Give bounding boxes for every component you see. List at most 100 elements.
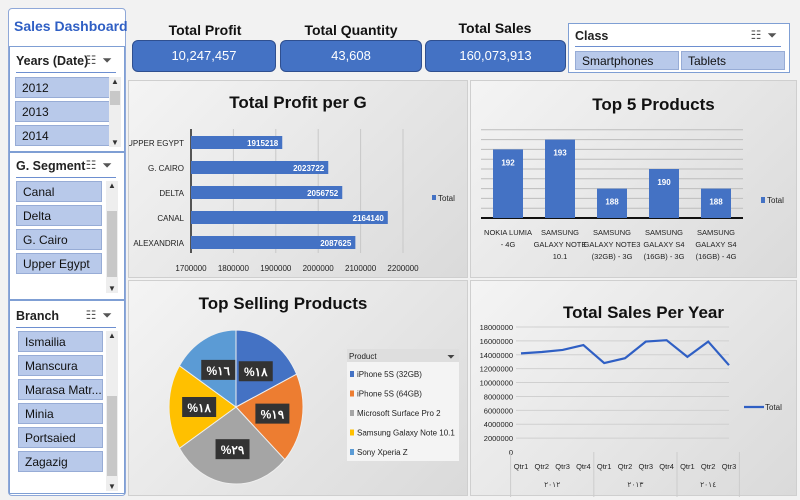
tick-label: 14000000 <box>480 351 513 360</box>
legend-label: Total <box>767 196 784 205</box>
category-label: DELTA <box>159 189 184 198</box>
slicer-branch: Branch ☷⏷ Ismailia Manscura Marasa Matr.… <box>9 300 125 494</box>
multi-select-icon[interactable]: ☷ <box>750 28 768 42</box>
category-label: SAMSUNG <box>697 228 735 237</box>
tick-label: 10000000 <box>480 379 513 388</box>
slicer-item[interactable]: 2013 <box>15 101 111 122</box>
category-label: GALAXY NOTE3 <box>584 240 641 249</box>
scroll-up-icon[interactable]: ▲ <box>108 181 116 190</box>
category-label: UPPER EGYPT <box>129 139 184 148</box>
slicer-title: G. Segment <box>16 159 86 173</box>
slicer-item[interactable]: Portsaied <box>18 427 103 448</box>
kpi-total-sales: 160,073,913 <box>425 40 566 72</box>
bar <box>701 188 731 218</box>
tick-label: 6000000 <box>484 406 513 415</box>
slicer-item[interactable]: Marasa Matr... <box>18 379 103 400</box>
tick-label: 2000000 <box>484 434 513 443</box>
legend-label: Microsoft Surface Pro 2 <box>357 409 441 418</box>
data-label: 2023722 <box>293 164 325 173</box>
slicer-item[interactable]: Upper Egypt <box>16 253 102 274</box>
multi-select-icon[interactable]: ☷ <box>85 53 103 67</box>
legend-swatch <box>432 195 436 200</box>
x-tick-label: Qtr2 <box>535 462 550 471</box>
scrollbar[interactable]: ▲ ▼ <box>106 181 118 293</box>
scroll-down-icon[interactable]: ▼ <box>108 482 116 491</box>
clear-filter-icon[interactable]: ⏷ <box>102 308 118 322</box>
category-label: (16GB) - 3G <box>644 252 685 261</box>
group-label: ٢٠١٢ <box>544 480 560 489</box>
category-label: GALAXY S4 <box>643 240 684 249</box>
slicer-item[interactable]: Manscura <box>18 355 103 376</box>
scroll-down-icon[interactable]: ▼ <box>111 138 119 147</box>
scroll-up-icon[interactable]: ▲ <box>111 77 119 86</box>
slicer-years: Years (Date) ☷⏷ 2012 2013 2014 ▲ ▼ <box>9 46 125 152</box>
slicer-item[interactable]: G. Cairo <box>16 229 102 250</box>
data-label-box <box>201 359 236 380</box>
chart-top-selling: Top Selling Products %١٨ %١٩ %٢٩ %١٨ %١٦ Prod… <box>128 280 468 496</box>
slicer-item[interactable]: Delta <box>16 205 102 226</box>
kpi-label: Total Quantity <box>304 22 398 38</box>
tick-label: 16000000 <box>480 337 513 346</box>
category-label: SAMSUNG <box>593 228 631 237</box>
slicer-item[interactable]: Minia <box>18 403 103 424</box>
chart-title: Top Selling Products <box>198 294 368 313</box>
category-label: G. CAIRO <box>148 164 184 173</box>
legend-swatch <box>350 429 354 436</box>
tick-label: 12000000 <box>480 365 513 374</box>
group-label: ٢٠١٣ <box>627 480 644 489</box>
tick-label: 1700000 <box>175 264 207 273</box>
dashboard-title: Sales Dashboard <box>14 18 128 34</box>
slicer-item[interactable]: Zagazig <box>18 451 103 472</box>
multi-select-icon[interactable]: ☷ <box>85 308 103 322</box>
slicer-item[interactable]: 2014 <box>15 125 111 146</box>
multi-select-icon[interactable]: ☷ <box>85 158 103 172</box>
slicer-item[interactable]: Ismailia <box>18 331 103 352</box>
legend-label: Total <box>438 194 455 203</box>
data-label: %٢٩ <box>221 443 245 457</box>
kpi-total-profit: 10,247,457 <box>132 40 276 72</box>
x-tick-label: Qtr2 <box>618 462 633 471</box>
data-label: %١٩ <box>261 408 285 422</box>
legend-label: iPhone 5S (64GB) <box>357 390 422 399</box>
bar <box>191 161 329 174</box>
chart-top-products: Top 5 Products 192 NOKIA LUMIA - 4G 193 SAMS… <box>470 80 797 278</box>
chart-title: Total Sales Per Year <box>563 303 724 322</box>
legend-title: Product <box>349 352 377 361</box>
bar <box>191 186 343 199</box>
slicer-item[interactable]: Canal <box>16 181 102 202</box>
data-label: 2087625 <box>320 239 352 248</box>
category-label: SAMSUNG <box>645 228 683 237</box>
legend-box <box>347 349 459 461</box>
kpi-label: Total Profit <box>168 22 242 38</box>
category-label: (32GB) - 3G <box>592 252 633 261</box>
tick-label: 1900000 <box>260 264 292 273</box>
data-label: 192 <box>501 158 515 167</box>
category-label: 10.1 <box>553 252 568 261</box>
tick-label: 4000000 <box>484 420 513 429</box>
data-label: 1915218 <box>247 139 279 148</box>
bar <box>649 169 679 218</box>
scrollbar[interactable]: ▲ ▼ <box>106 331 118 491</box>
slicer-item[interactable]: Tablets <box>681 51 785 70</box>
category-label: GALAXY NOTE <box>534 240 587 249</box>
tick-label: 2200000 <box>387 264 419 273</box>
legend-label: Sony Xperia Z <box>357 448 408 457</box>
x-tick-label: Qtr3 <box>639 462 654 471</box>
legend-swatch <box>350 449 354 455</box>
slicer-item[interactable]: 2012 <box>15 77 111 98</box>
slicer-title: Class <box>575 29 609 43</box>
clear-filter-icon[interactable]: ⏷ <box>102 158 118 172</box>
clear-filter-icon[interactable]: ⏷ <box>102 53 118 67</box>
scroll-up-icon[interactable]: ▲ <box>108 331 116 340</box>
data-label: 2164140 <box>353 214 385 223</box>
scroll-down-icon[interactable]: ▼ <box>108 284 116 293</box>
bar <box>191 136 283 149</box>
legend-label: Total <box>765 403 782 412</box>
clear-filter-icon[interactable]: ⏷ <box>767 28 783 42</box>
chart-title: Top 5 Products <box>592 95 715 114</box>
slicer-title: Branch <box>16 309 60 323</box>
slicer-item[interactable]: Smartphones <box>575 51 679 70</box>
scrollbar[interactable]: ▲ ▼ <box>109 77 121 147</box>
legend-swatch <box>761 197 765 203</box>
category-label: GALAXY S4 <box>695 240 736 249</box>
